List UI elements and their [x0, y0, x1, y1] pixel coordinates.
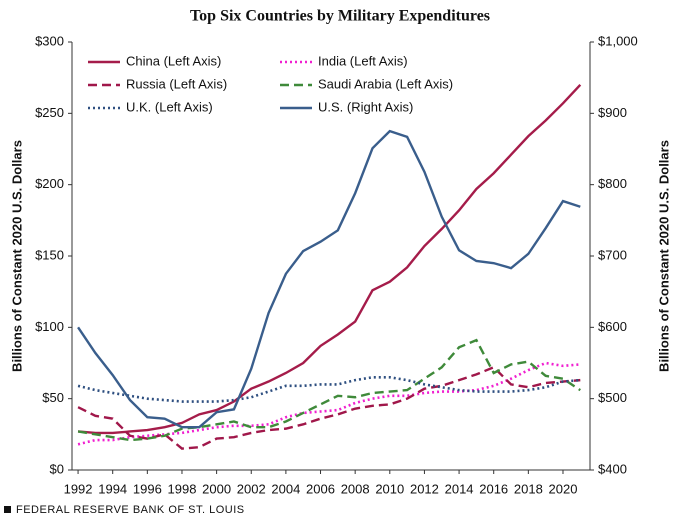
x-tick-label: 1992 [64, 481, 93, 496]
x-tick-label: 2004 [271, 481, 300, 496]
x-tick-label: 1998 [168, 481, 197, 496]
source: FEDERAL RESERVE BANK OF ST. LOUIS [16, 504, 245, 516]
y2-tick-label: $600 [598, 319, 627, 334]
y-tick-label: $100 [35, 319, 64, 334]
y2-tick-label: $400 [598, 461, 627, 476]
y-axis-label: Billions of Constant 2020 U.S. Dollars [9, 140, 24, 372]
series-line [77, 361, 581, 446]
y-tick-label: $250 [35, 105, 64, 120]
x-tick-label: 2014 [445, 481, 474, 496]
series-line [77, 129, 581, 429]
legend-label: U.S. (Right Axis) [318, 99, 413, 114]
series-line [77, 83, 582, 435]
legend-label: Russia (Left Axis) [126, 76, 227, 91]
y2-tick-label: $900 [598, 105, 627, 120]
series-line [77, 365, 581, 450]
x-tick-label: 2010 [375, 481, 404, 496]
y-tick-label: $300 [35, 33, 64, 48]
y-tick-label: $200 [35, 176, 64, 191]
x-tick-label: 2006 [306, 481, 335, 496]
legend-label: China (Left Axis) [126, 53, 221, 68]
y-tick-label: $150 [35, 247, 64, 262]
y-tick-label: $50 [42, 390, 64, 405]
x-tick-label: 2008 [341, 481, 370, 496]
legend-label: U.K. (Left Axis) [126, 99, 213, 114]
series-line [77, 338, 581, 442]
x-tick-label: 1996 [133, 481, 162, 496]
x-tick-label: 2018 [514, 481, 543, 496]
legend-label: Saudi Arabia (Left Axis) [318, 76, 453, 91]
x-tick-label: 1994 [98, 481, 127, 496]
x-tick-label: 2002 [237, 481, 266, 496]
y2-tick-label: $500 [598, 390, 627, 405]
y2-axis-label: Billions of Constant 2020 U.S. Dollars [656, 140, 671, 372]
y-tick-label: $0 [50, 461, 64, 476]
x-tick-label: 2016 [479, 481, 508, 496]
source-icon [4, 506, 11, 513]
chart-title: Top Six Countries by Military Expenditur… [190, 8, 490, 25]
x-tick-label: 2012 [410, 481, 439, 496]
y2-tick-label: $700 [598, 247, 627, 262]
x-tick-label: 2020 [549, 481, 578, 496]
series-line [77, 375, 581, 403]
legend-label: India (Left Axis) [318, 53, 408, 68]
y2-tick-label: $1,000 [598, 33, 638, 48]
y2-tick-label: $800 [598, 176, 627, 191]
x-tick-label: 2000 [202, 481, 231, 496]
